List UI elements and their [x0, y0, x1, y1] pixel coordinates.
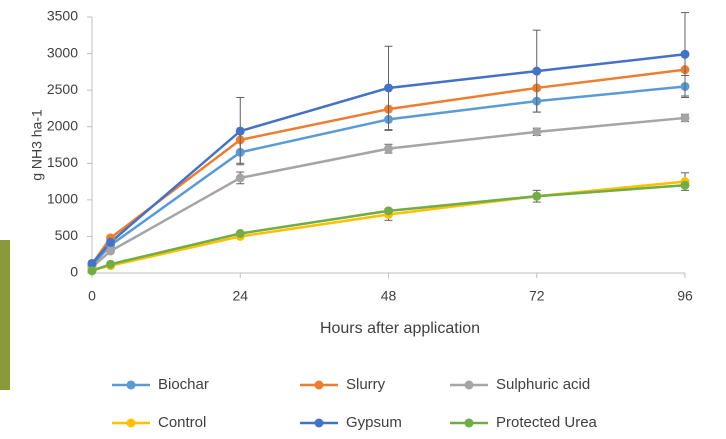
legend-marker: [464, 418, 474, 428]
y-tick-label: 2500: [47, 81, 78, 97]
point: [680, 49, 690, 59]
legend-marker: [126, 418, 136, 428]
point: [106, 259, 116, 269]
legend-marker: [314, 418, 324, 428]
series-line: [91, 183, 686, 272]
y-tick-label: 3000: [47, 44, 78, 60]
point: [235, 126, 245, 136]
y-tick-label: 0: [70, 264, 78, 280]
x-axis-label: Hours after application: [320, 320, 480, 337]
legend-label: Protected Urea: [496, 414, 598, 431]
y-tick-label: 500: [55, 227, 79, 243]
point: [384, 83, 393, 93]
point: [384, 206, 393, 216]
legend-marker: [464, 380, 474, 390]
x-tick-label: 24: [232, 288, 248, 304]
point: [532, 127, 542, 137]
point: [106, 246, 116, 256]
legend-label: Gypsum: [346, 414, 402, 431]
y-tick-label: 1500: [47, 154, 78, 170]
x-tick-label: 72: [529, 288, 545, 304]
x-tick-label: 48: [381, 288, 397, 304]
point: [532, 66, 542, 76]
point: [384, 144, 393, 154]
legend-marker: [314, 380, 324, 390]
point: [235, 173, 245, 183]
point: [235, 229, 245, 239]
y-tick-label: 2000: [47, 117, 78, 133]
background-image-edge: [0, 240, 10, 390]
point: [106, 237, 116, 247]
legend-marker: [126, 380, 136, 390]
point: [532, 191, 542, 201]
point: [680, 113, 690, 123]
y-tick-label: 1000: [47, 191, 78, 207]
x-tick-label: 96: [677, 288, 693, 304]
y-tick-label: 3500: [47, 8, 78, 24]
x-tick-label: 0: [88, 288, 96, 304]
point: [87, 266, 97, 276]
legend-label: Sulphuric acid: [496, 376, 590, 393]
point: [680, 180, 690, 190]
y-axis-label: g NH3 ha-1: [29, 109, 45, 181]
legend-label: Control: [158, 414, 206, 431]
point: [87, 258, 97, 268]
legend-label: Biochar: [158, 376, 209, 393]
legend-label: Slurry: [346, 376, 386, 393]
